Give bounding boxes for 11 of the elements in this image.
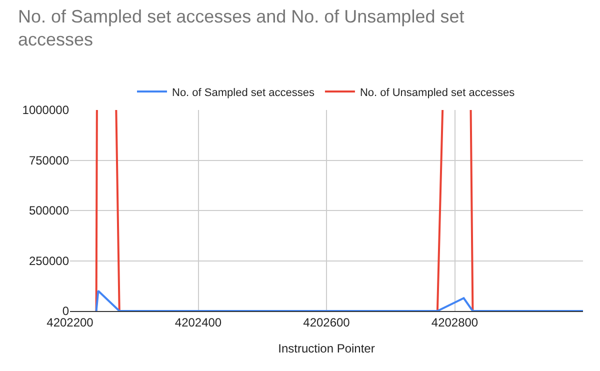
y-tick-label: 750000 <box>28 153 70 168</box>
chart-title: No. of Sampled set accesses and No. of Unsampled set accesses <box>18 6 464 50</box>
x-tick-label: 4202600 <box>303 315 350 330</box>
legend-label: No. of Unsampled set accesses <box>360 86 516 99</box>
y-tick-label: 500000 <box>28 204 70 218</box>
x-axis-title: Instruction Pointer <box>278 341 375 356</box>
legend-label: No. of Sampled set accesses <box>172 86 315 99</box>
x-tick-label: 4202400 <box>174 315 222 330</box>
y-tick-label: 1000000 <box>22 103 70 118</box>
x-tick-label: 4202800 <box>431 315 478 330</box>
y-tick-label: 250000 <box>28 254 70 268</box>
